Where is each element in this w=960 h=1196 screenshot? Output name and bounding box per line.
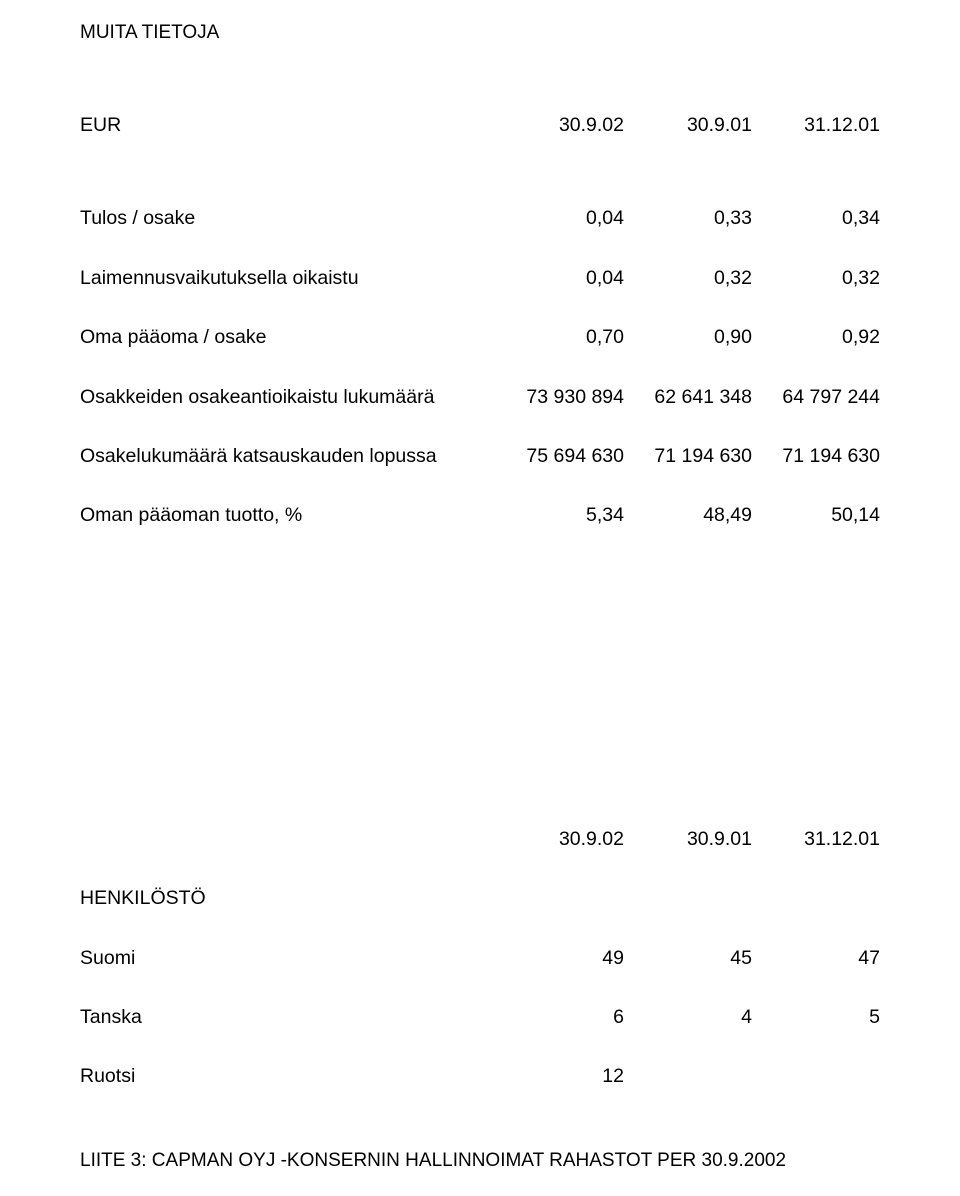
col-header: 30.9.02 [496, 828, 624, 851]
col-header: 31.12.01 [752, 828, 880, 851]
section-title: HENKILÖSTÖ [80, 887, 496, 910]
cell: 6 [496, 1006, 624, 1029]
personnel-table: 30.9.02 30.9.01 31.12.01 HENKILÖSTÖ Suom… [80, 828, 880, 1089]
cell: 50,14 [752, 504, 880, 527]
cell: 71 194 630 [624, 445, 752, 468]
row-label: Tulos / osake [80, 207, 496, 230]
table-row: Osakelukumäärä katsauskauden lopussa 75 … [80, 445, 880, 468]
row-label: Osakkeiden osakeantioikaistu lukumäärä [80, 386, 496, 409]
footer-attachment-title: LIITE 3: CAPMAN OYJ -KONSERNIN HALLINNOI… [80, 1150, 786, 1172]
row-label: Laimennusvaikutuksella oikaistu [80, 267, 496, 290]
cell: 64 797 244 [752, 386, 880, 409]
table-row: Tulos / osake 0,04 0,33 0,34 [80, 207, 880, 230]
table-row: Ruotsi 12 [80, 1065, 880, 1088]
section-title: MUITA TIETOJA [80, 22, 880, 44]
col-header: 30.9.01 [624, 828, 752, 851]
row-label: Tanska [80, 1006, 496, 1029]
cell: 12 [496, 1065, 624, 1088]
cell: 45 [624, 947, 752, 970]
cell: 0,33 [624, 207, 752, 230]
row-label: Suomi [80, 947, 496, 970]
row-label: Oman pääoman tuotto, % [80, 504, 496, 527]
cell: 71 194 630 [752, 445, 880, 468]
col-header: 31.12.01 [752, 114, 880, 137]
col-header: 30.9.02 [496, 114, 624, 137]
table-row: Osakkeiden osakeantioikaistu lukumäärä 7… [80, 386, 880, 409]
cell: 0,34 [752, 207, 880, 230]
currency-label: EUR [80, 114, 496, 137]
cell: 5 [752, 1006, 880, 1029]
section-title-row: HENKILÖSTÖ [80, 887, 880, 910]
cell: 48,49 [624, 504, 752, 527]
page: MUITA TIETOJA EUR 30.9.02 30.9.01 31.12.… [0, 0, 960, 1196]
col-header: 30.9.01 [624, 114, 752, 137]
cell: 47 [752, 947, 880, 970]
table-row: Suomi 49 45 47 [80, 947, 880, 970]
header-row: 30.9.02 30.9.01 31.12.01 [80, 828, 880, 851]
cell: 49 [496, 947, 624, 970]
cell: 0,92 [752, 326, 880, 349]
header-row: EUR 30.9.02 30.9.01 31.12.01 [80, 114, 880, 137]
cell: 0,04 [496, 207, 624, 230]
row-label: Ruotsi [80, 1065, 496, 1088]
cell: 0,70 [496, 326, 624, 349]
table-row: Oman pääoman tuotto, % 5,34 48,49 50,14 [80, 504, 880, 527]
row-label: Osakelukumäärä katsauskauden lopussa [80, 445, 496, 468]
cell: 62 641 348 [624, 386, 752, 409]
cell [624, 1065, 752, 1088]
cell: 0,90 [624, 326, 752, 349]
table-row: Oma pääoma / osake 0,70 0,90 0,92 [80, 326, 880, 349]
cell: 4 [624, 1006, 752, 1029]
table-row: Tanska 6 4 5 [80, 1006, 880, 1029]
cell: 0,32 [752, 267, 880, 290]
cell: 73 930 894 [496, 386, 624, 409]
table-row: Laimennusvaikutuksella oikaistu 0,04 0,3… [80, 267, 880, 290]
financial-table: EUR 30.9.02 30.9.01 31.12.01 Tulos / osa… [80, 114, 880, 528]
cell: 0,04 [496, 267, 624, 290]
cell: 75 694 630 [496, 445, 624, 468]
row-label: Oma pääoma / osake [80, 326, 496, 349]
cell: 5,34 [496, 504, 624, 527]
cell [752, 1065, 880, 1088]
empty-cell [80, 828, 496, 851]
cell: 0,32 [624, 267, 752, 290]
